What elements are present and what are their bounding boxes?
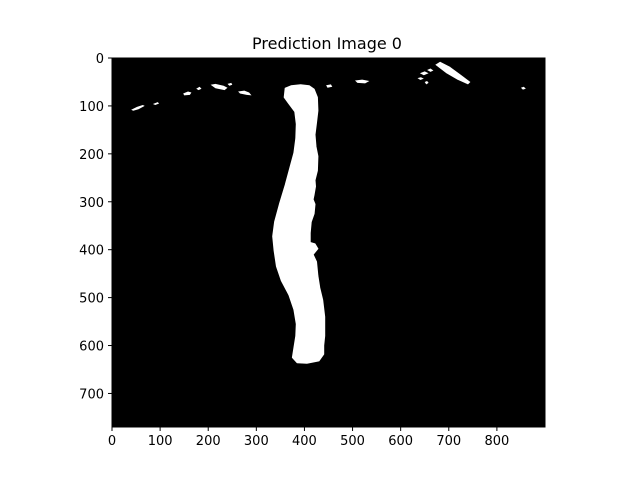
y-tick-label: 100 — [79, 100, 104, 115]
mask-blob-10 — [424, 81, 429, 85]
mask-blob-14 — [520, 86, 526, 90]
x-tick-label: 500 — [340, 434, 365, 449]
main-mask-region — [272, 84, 326, 364]
mask-blob-6 — [238, 90, 252, 96]
mask-blob-3 — [196, 86, 202, 91]
mask-blob-2 — [183, 91, 192, 96]
mask-blob-1 — [152, 102, 160, 105]
mask-blob-11 — [427, 68, 434, 72]
plot-area — [111, 57, 546, 428]
x-tick-label: 800 — [484, 434, 509, 449]
mask-blob-5 — [227, 82, 233, 86]
x-tick-label: 100 — [148, 434, 173, 449]
x-tick-label: 600 — [388, 434, 413, 449]
y-tick-label: 400 — [79, 244, 104, 259]
x-axis: 0 100 200 300 400 500 600 700 800 — [108, 427, 509, 449]
y-tick-label: 300 — [79, 196, 104, 211]
y-tick-label: 700 — [79, 387, 104, 402]
mask-blob-7 — [326, 84, 333, 88]
x-tick-label: 300 — [244, 434, 269, 449]
mask-blob-8 — [355, 79, 370, 84]
x-tick-label: 0 — [108, 434, 116, 449]
plot-frame — [111, 57, 546, 428]
x-tick-label: 400 — [292, 434, 317, 449]
mask-blob-4 — [210, 83, 228, 91]
mask-blob-13 — [435, 61, 471, 85]
image-background — [112, 58, 545, 427]
y-tick-label: 200 — [79, 148, 104, 163]
x-tick-label: 200 — [196, 434, 221, 449]
chart-title: Prediction Image 0 — [252, 34, 402, 53]
y-axis: 0 100 200 300 400 500 600 700 — [79, 52, 112, 402]
mask-blob-9 — [417, 77, 424, 80]
mask-blob-12 — [419, 71, 429, 76]
y-tick-label: 600 — [79, 340, 104, 355]
mask-blob-0 — [131, 105, 145, 111]
y-tick-label: 500 — [79, 292, 104, 307]
y-tick-label: 0 — [96, 52, 104, 67]
x-tick-label: 700 — [436, 434, 461, 449]
